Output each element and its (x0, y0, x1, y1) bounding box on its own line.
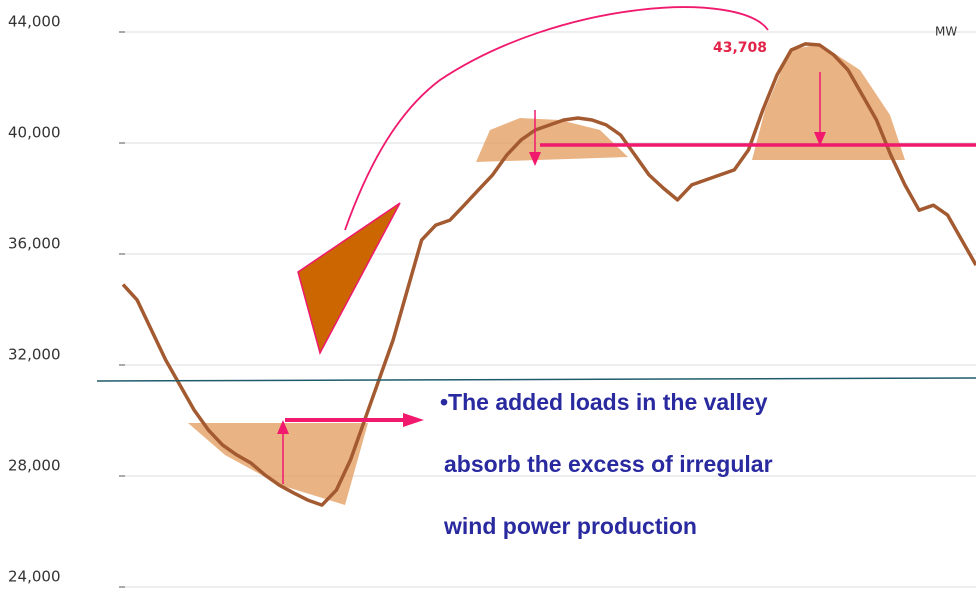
plot (121, 42, 976, 507)
annotation: absorb the excess of irregular (444, 451, 773, 477)
y-tick-label: 24,000 (8, 568, 61, 586)
unit-label: MW (935, 25, 957, 39)
annotation: •The added loads in the valley (440, 389, 768, 415)
arrow-head (529, 152, 541, 166)
peak-fill (752, 44, 905, 160)
y-tick-label: 28,000 (8, 457, 61, 475)
arrow-head (814, 132, 826, 146)
y-tick-label: 32,000 (8, 346, 61, 364)
valley-fill (188, 423, 368, 505)
peak-label: 43,708 (713, 40, 767, 56)
series-line (121, 42, 976, 507)
peak-fill (476, 118, 628, 162)
curved-arrow (344, 6, 769, 231)
y-tick-label: 36,000 (8, 235, 61, 253)
y-tick-label: 40,000 (8, 124, 61, 142)
y-tick-label: 44,000 (8, 13, 61, 31)
annotation: wind power production (443, 513, 697, 539)
divider-line (96, 377, 976, 382)
arrow-head (277, 420, 289, 434)
arrow-head (403, 413, 424, 427)
arrow-head (297, 202, 401, 356)
